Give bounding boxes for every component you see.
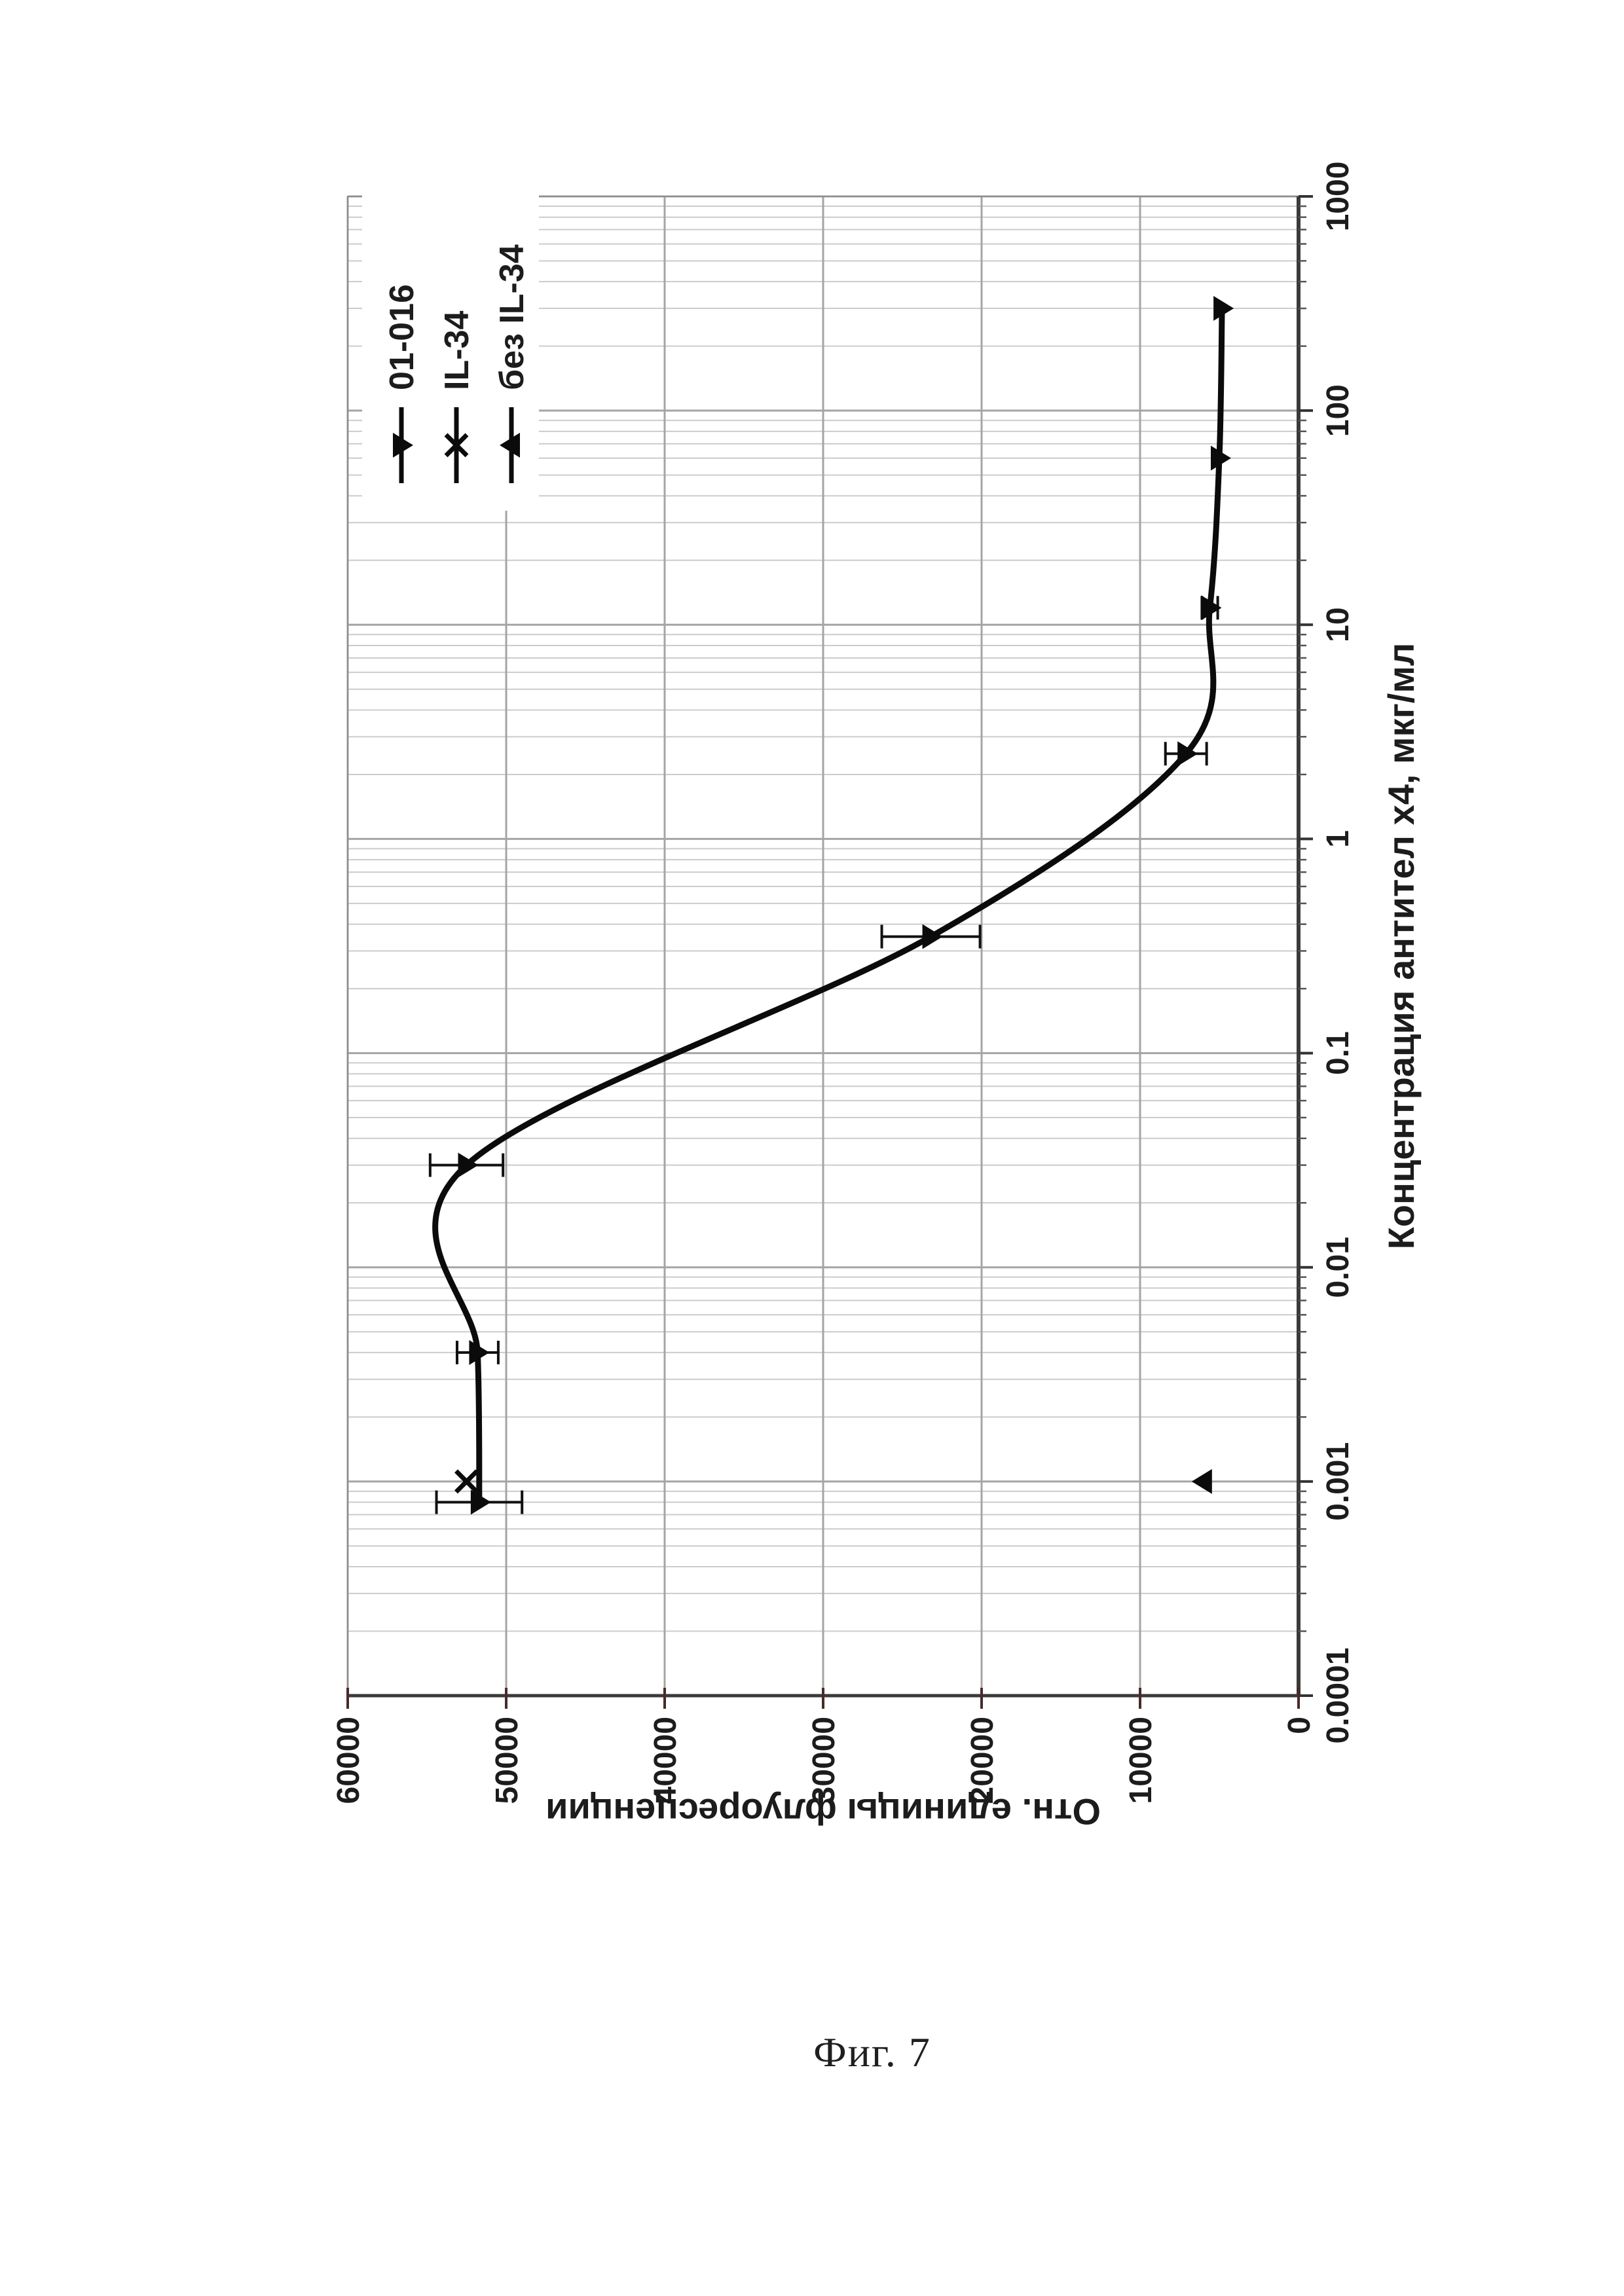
legend-label: без IL-34	[493, 244, 531, 390]
axis-ticks	[346, 195, 1313, 1709]
x-tick-label: 1000	[1321, 162, 1356, 232]
x-tick-label: 100	[1321, 384, 1356, 437]
y-tick-label: 10000	[1124, 1717, 1158, 1804]
legend-label: IL-34	[438, 311, 476, 390]
y-tick-label: 20000	[965, 1717, 1000, 1804]
x-axis-title-text: Концентрация антител х4, мкг/мл	[1380, 643, 1422, 1250]
series-без-IL-34	[1191, 1468, 1212, 1494]
y-axis-title-text: Отн. единицы флуоресценции	[545, 1791, 1101, 1832]
series-01-016	[428, 296, 1234, 1515]
rotated-figure: 0.0001 0.001 0.01 0.1 1 10 100 1000 0 10000 20000 3…	[322, 137, 1454, 1846]
figure-caption: Фиг. 7	[813, 2029, 931, 2075]
x-tick-label: 0.01	[1321, 1237, 1356, 1298]
x-tick-label: 0.0001	[1321, 1648, 1356, 1744]
legend-label: 01-016	[383, 284, 421, 390]
x-tick-label: 10	[1321, 608, 1356, 642]
y-axis-title: Отн. единицы флуоресценции	[545, 1791, 1101, 1832]
x-tick-label: 0.001	[1321, 1442, 1356, 1521]
legend-item-без-IL-34: без IL-34	[493, 244, 531, 483]
y-tick-label: 30000	[807, 1717, 841, 1804]
y-tick-label: 60000	[331, 1717, 366, 1804]
legend-item-IL-34: IL-34	[438, 311, 476, 483]
figure-original-orientation: 0.0001 0.001 0.01 0.1 1 10 100 1000 0 10000 20000 3…	[322, 137, 1454, 1846]
y-tick-label: 50000	[490, 1717, 525, 1804]
binding-curve-chart: 0.00010.0010.010.11101001000010000200003…	[322, 137, 1454, 1846]
y-tick-label: 40000	[648, 1717, 683, 1804]
series-IL-34	[454, 1469, 479, 1494]
legend-item-01-016: 01-016	[383, 284, 421, 483]
x-axis-title: Концентрация антител х4, мкг/мл	[1380, 643, 1422, 1250]
y-tick-label: 0	[1282, 1717, 1317, 1734]
x-tick-labels: 0.0001 0.001 0.01 0.1 1 10 100 1000	[1321, 162, 1356, 1744]
x-tick-label: 1	[1321, 830, 1356, 848]
x-tick-label: 0.1	[1321, 1031, 1356, 1075]
legend: 01-016 IL-34 без IL-34	[362, 183, 539, 511]
y-tick-labels: 0 10000 20000 30000 40000 50000 60000	[331, 1717, 1317, 1804]
